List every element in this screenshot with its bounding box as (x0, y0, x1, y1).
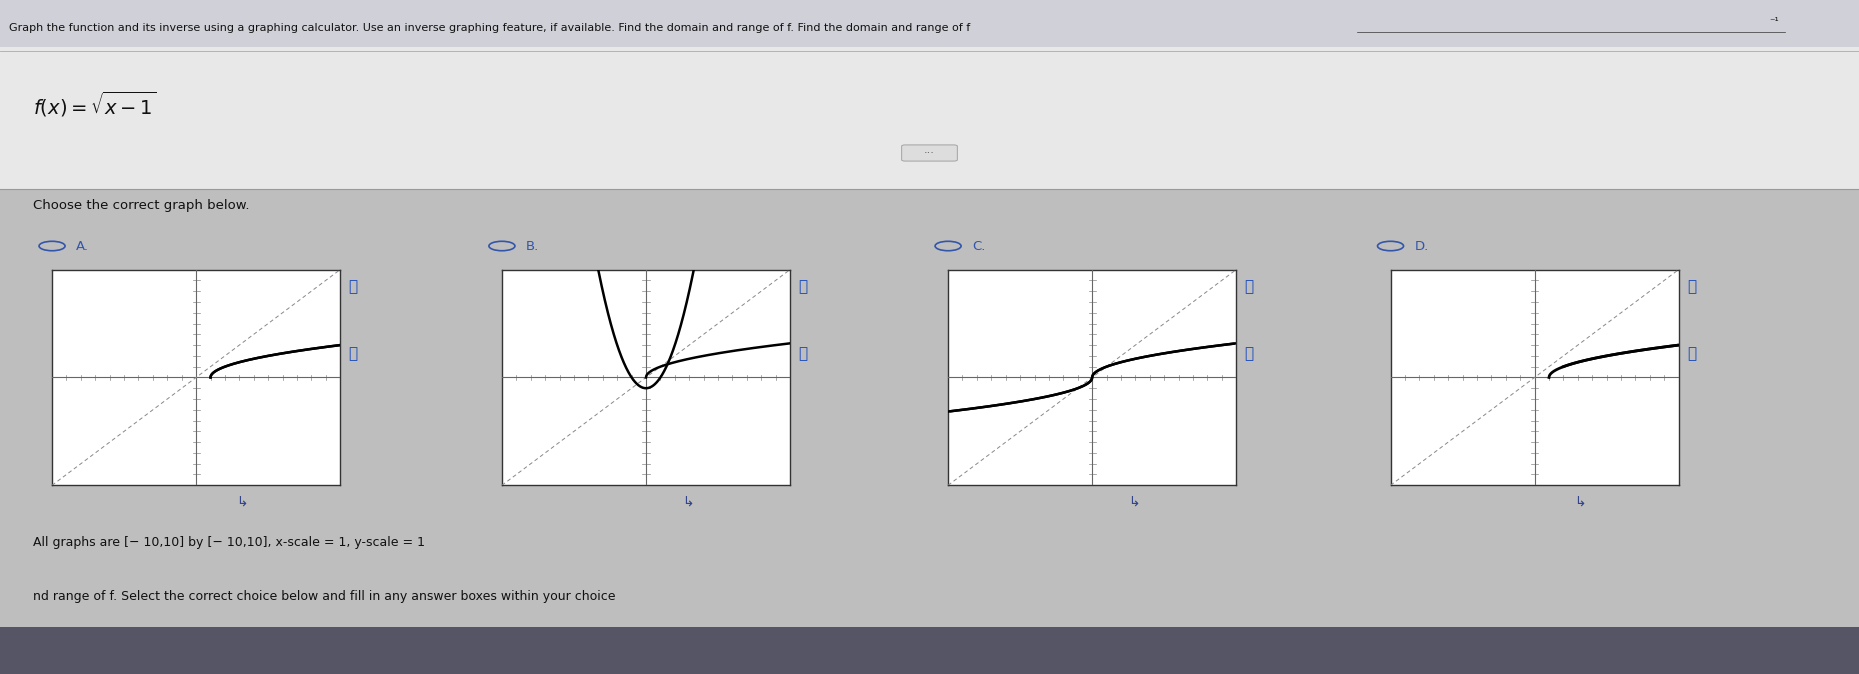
Text: ⁻¹: ⁻¹ (1770, 18, 1779, 27)
Text: 🔍: 🔍 (1246, 346, 1253, 361)
Text: 🔍: 🔍 (799, 279, 807, 294)
Text: B.: B. (526, 239, 539, 253)
Text: 🔍: 🔍 (349, 346, 357, 361)
Text: ↳: ↳ (1128, 495, 1140, 509)
Text: $f(x)=\sqrt{x-1}$: $f(x)=\sqrt{x-1}$ (33, 90, 158, 119)
Text: 🔍: 🔍 (1246, 279, 1253, 294)
Text: ↳: ↳ (1575, 495, 1586, 509)
Text: ↳: ↳ (682, 495, 693, 509)
FancyBboxPatch shape (0, 189, 1859, 674)
Text: All graphs are [− 10,10] by [− 10,10], x-scale = 1, y-scale = 1: All graphs are [− 10,10] by [− 10,10], x… (33, 536, 426, 549)
Text: C.: C. (972, 239, 985, 253)
FancyBboxPatch shape (0, 0, 1859, 189)
Text: 🔍: 🔍 (1688, 346, 1695, 361)
FancyBboxPatch shape (0, 627, 1859, 674)
Text: nd range of f. Select the correct choice below and fill in any answer boxes with: nd range of f. Select the correct choice… (33, 590, 615, 603)
Text: Choose the correct graph below.: Choose the correct graph below. (33, 199, 249, 212)
Text: ↳: ↳ (236, 495, 247, 509)
Text: 🔍: 🔍 (799, 346, 807, 361)
Text: 🔍: 🔍 (349, 279, 357, 294)
Text: D.: D. (1415, 239, 1430, 253)
Text: 🔍: 🔍 (1688, 279, 1695, 294)
FancyBboxPatch shape (902, 145, 957, 161)
Text: ···: ··· (924, 148, 935, 158)
Text: Graph the function and its inverse using a graphing calculator. Use an inverse g: Graph the function and its inverse using… (9, 24, 970, 33)
Text: A.: A. (76, 239, 89, 253)
FancyBboxPatch shape (0, 0, 1859, 47)
